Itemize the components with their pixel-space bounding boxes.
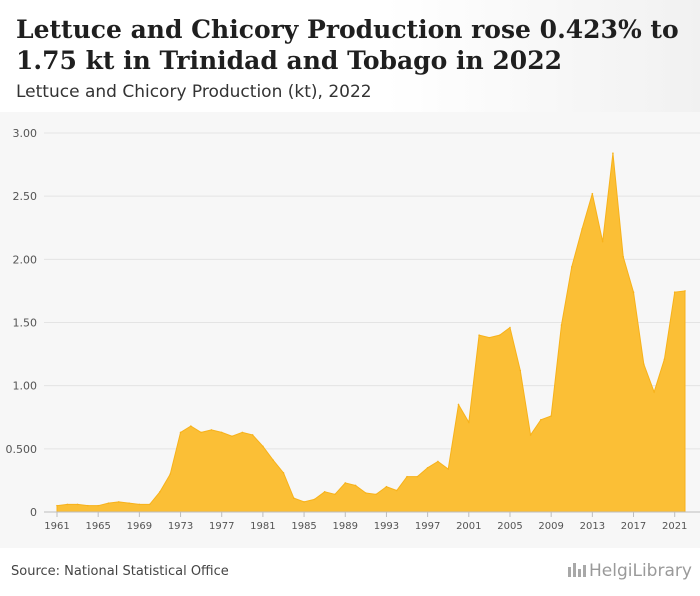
data-point-1993 xyxy=(385,485,388,488)
data-point-1999 xyxy=(447,468,450,470)
x-tick-label: 1993 xyxy=(374,521,399,532)
x-tick-label: 1981 xyxy=(250,521,275,532)
data-point-2012 xyxy=(581,228,583,230)
area-chart: 0 0.500 1.00 1.50 2.00 2.50 3.00 1961 1965 1969 19… xyxy=(6,127,700,532)
x-tick-label: 1997 xyxy=(415,521,440,532)
data-point-2020 xyxy=(663,358,666,360)
production-area xyxy=(56,153,686,513)
data-point-1982 xyxy=(272,459,275,462)
data-point-2009 xyxy=(550,415,552,417)
chart-title: Lettuce and Chicory Production rose 0.42… xyxy=(16,15,679,75)
data-point-1991 xyxy=(365,492,367,494)
data-point-2013 xyxy=(591,192,594,195)
data-point-1971 xyxy=(159,490,161,493)
data-point-1995 xyxy=(406,475,408,478)
data-point-1981 xyxy=(262,445,264,448)
x-tick-label: 1973 xyxy=(168,521,193,532)
data-point-1967 xyxy=(117,501,120,503)
data-point-1974 xyxy=(190,425,192,427)
data-point-1994 xyxy=(395,489,398,492)
data-point-1970 xyxy=(148,503,151,506)
header: Lettuce and Chicory Production rose 0.42… xyxy=(0,0,700,112)
data-point-1998 xyxy=(437,460,439,463)
data-point-1968 xyxy=(128,502,130,504)
data-point-1990 xyxy=(354,484,357,487)
helgi-library-logo[interactable]: HelgiLibrary xyxy=(568,561,692,581)
data-point-2003 xyxy=(488,336,491,339)
data-point-2008 xyxy=(540,418,542,421)
data-point-1965 xyxy=(97,504,99,507)
data-point-2007 xyxy=(529,434,532,436)
data-point-1980 xyxy=(251,434,254,436)
x-tick-label: 2001 xyxy=(456,521,481,532)
y-tick-label: 3.00 xyxy=(13,127,38,140)
data-point-2022 xyxy=(684,290,686,292)
data-point-2014 xyxy=(601,240,604,243)
data-point-1992 xyxy=(375,493,377,496)
y-tick-label: 1.50 xyxy=(13,317,38,330)
data-point-1979 xyxy=(241,431,244,434)
data-point-2010 xyxy=(560,324,563,326)
data-point-2021 xyxy=(673,291,676,293)
data-point-1962 xyxy=(66,503,69,506)
logo-text: HelgiLibrary xyxy=(589,561,692,581)
chart-subtitle: Lettuce and Chicory Production (kt), 202… xyxy=(16,82,372,102)
data-point-1986 xyxy=(313,498,316,501)
data-point-1997 xyxy=(426,466,429,469)
data-point-2016 xyxy=(622,256,625,258)
data-point-1963 xyxy=(76,503,79,506)
data-point-1961 xyxy=(56,504,58,507)
area-series xyxy=(56,152,686,513)
x-tick-label: 1977 xyxy=(209,521,234,532)
data-point-2006 xyxy=(519,369,522,372)
data-point-2015 xyxy=(612,152,614,155)
data-point-1989 xyxy=(344,482,347,484)
data-point-1976 xyxy=(210,429,213,431)
axes: 0 0.500 1.00 1.50 2.00 2.50 3.00 1961 1965 1969 19… xyxy=(6,127,700,532)
data-point-1978 xyxy=(231,435,233,438)
data-point-1975 xyxy=(200,431,202,434)
data-point-1983 xyxy=(282,472,285,474)
x-tick-label: 2013 xyxy=(580,521,605,532)
x-tick-label: 1965 xyxy=(85,521,110,532)
data-point-2004 xyxy=(498,334,501,336)
data-point-2001 xyxy=(468,421,470,424)
data-point-2011 xyxy=(570,266,573,268)
x-tick-label: 2009 xyxy=(538,521,563,532)
data-point-1972 xyxy=(169,473,172,475)
library-logo-icon xyxy=(568,563,586,577)
data-point-1996 xyxy=(416,475,419,478)
data-point-2000 xyxy=(457,403,460,406)
data-point-1977 xyxy=(220,431,223,434)
y-tick-label: 2.50 xyxy=(13,190,38,203)
data-point-2019 xyxy=(653,391,655,393)
data-point-1964 xyxy=(87,504,89,507)
x-tick-label: 2005 xyxy=(497,521,522,532)
data-point-1987 xyxy=(323,490,326,493)
y-tick-label: 0 xyxy=(30,506,37,519)
data-point-2002 xyxy=(478,334,480,336)
data-point-2005 xyxy=(509,326,511,329)
x-tick-label: 1969 xyxy=(127,521,152,532)
data-point-2017 xyxy=(632,291,635,293)
source-note: Source: National Statistical Office xyxy=(11,564,229,579)
data-point-1985 xyxy=(303,501,305,503)
data-point-1984 xyxy=(292,497,295,499)
x-tick-label: 1989 xyxy=(333,521,358,532)
y-tick-label: 2.00 xyxy=(13,253,38,266)
x-tick-label: 1961 xyxy=(44,521,69,532)
data-point-1973 xyxy=(179,431,182,434)
data-point-1966 xyxy=(107,502,110,504)
data-point-1969 xyxy=(138,503,141,506)
data-point-2018 xyxy=(643,363,645,365)
x-tick-label: 2017 xyxy=(621,521,646,532)
x-tick-label: 2021 xyxy=(662,521,687,532)
y-tick-label: 1.00 xyxy=(13,380,38,393)
x-tick-label: 1985 xyxy=(291,521,316,532)
y-tick-label: 0.500 xyxy=(6,443,38,456)
data-point-1988 xyxy=(334,493,336,496)
